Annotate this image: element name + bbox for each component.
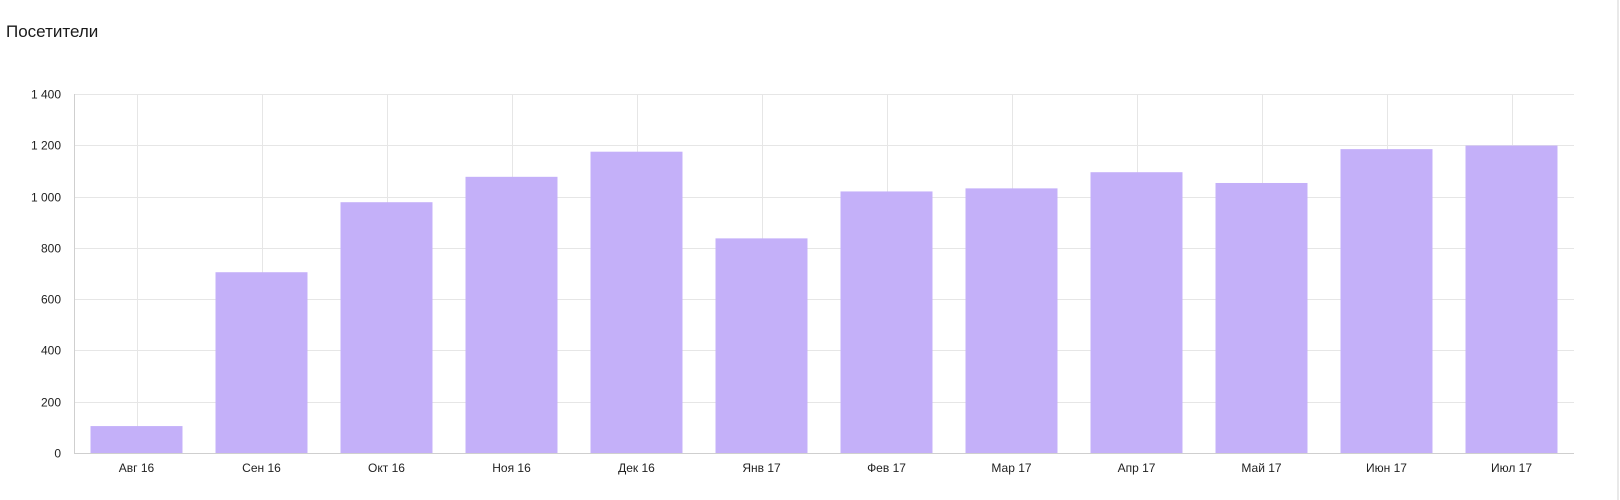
x-tick-label: Май 17	[1241, 461, 1282, 475]
panel-right-border	[1617, 0, 1619, 500]
bar-7[interactable]	[841, 191, 933, 453]
y-tick-label: 200	[41, 396, 61, 410]
bar-4[interactable]	[466, 177, 558, 453]
bar-10[interactable]	[1216, 183, 1308, 453]
y-tick-label: 1 000	[31, 191, 61, 205]
x-tick-label: Июл 17	[1491, 461, 1532, 475]
bar-1[interactable]	[91, 426, 183, 453]
x-tick-label: Фев 17	[867, 461, 906, 475]
x-tick-label: Янв 17	[742, 461, 781, 475]
y-tick-label: 0	[54, 447, 61, 461]
x-tick-label: Июн 17	[1366, 461, 1407, 475]
x-tick-label: Апр 17	[1118, 461, 1156, 475]
bar-9[interactable]	[1091, 172, 1183, 453]
bar-2[interactable]	[216, 272, 308, 453]
bar-12[interactable]	[1466, 146, 1558, 453]
x-tick-label: Дек 16	[618, 461, 655, 475]
y-tick-label: 800	[41, 242, 61, 256]
y-tick-label: 1 200	[31, 139, 61, 153]
x-tick-label: Мар 17	[991, 461, 1031, 475]
y-tick-label: 600	[41, 293, 61, 307]
x-tick-label: Сен 16	[242, 461, 281, 475]
bar-3[interactable]	[341, 202, 433, 453]
y-tick-label: 1 400	[31, 88, 61, 102]
bar-5[interactable]	[591, 152, 683, 453]
x-tick-label: Ноя 16	[492, 461, 531, 475]
y-tick-label: 400	[41, 344, 61, 358]
bar-8[interactable]	[966, 188, 1058, 453]
x-tick-label: Окт 16	[368, 461, 405, 475]
bar-6[interactable]	[716, 238, 808, 453]
bar-11[interactable]	[1341, 149, 1433, 453]
x-tick-label: Авг 16	[119, 461, 155, 475]
